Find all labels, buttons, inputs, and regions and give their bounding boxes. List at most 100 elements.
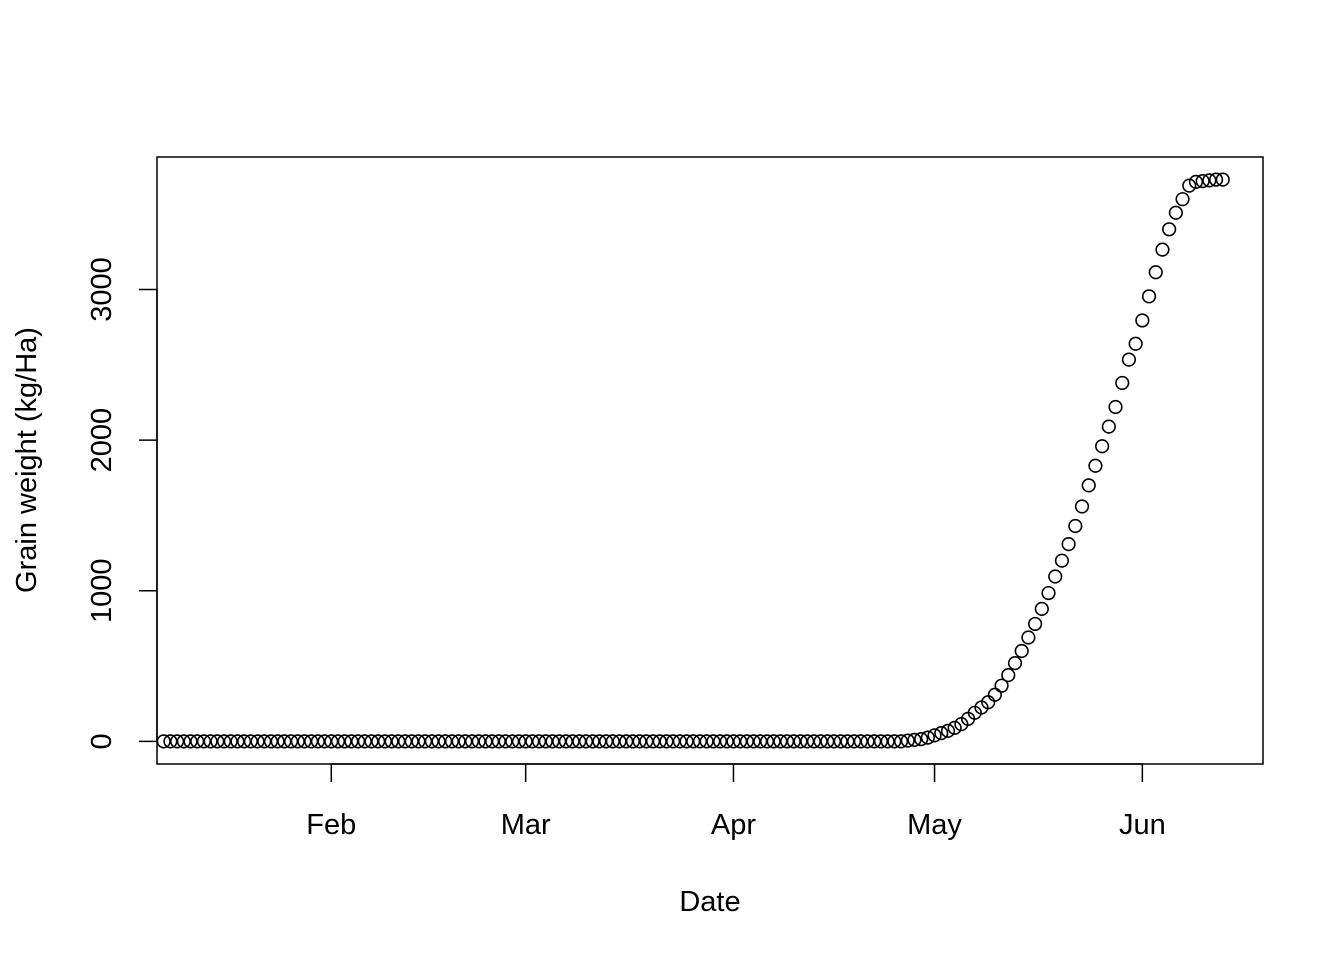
data-point (464, 734, 480, 749)
data-point (572, 734, 587, 749)
data-point (1115, 375, 1130, 391)
data-point (203, 734, 218, 749)
data-point (1034, 601, 1049, 616)
data-point (451, 734, 466, 749)
data-point (612, 734, 627, 749)
data-point (283, 734, 299, 749)
data-point (920, 730, 935, 745)
data-point (887, 734, 902, 749)
data-point (605, 734, 620, 749)
x-tick-label: Jun (1119, 809, 1166, 841)
data-point (847, 734, 862, 749)
x-tick-label: May (907, 809, 962, 841)
data-point (840, 734, 855, 749)
data-point (431, 734, 446, 749)
data-point (404, 734, 419, 749)
data-point (243, 734, 258, 749)
data-point (860, 734, 875, 749)
data-point (833, 734, 848, 749)
data-point (927, 728, 942, 743)
data-point (1108, 399, 1123, 415)
data-point (350, 734, 366, 749)
data-point (1001, 668, 1016, 683)
data-point (900, 733, 915, 748)
data-point (230, 734, 245, 749)
data-point (538, 734, 553, 749)
data-point (779, 734, 795, 749)
data-point (914, 732, 929, 747)
data-point (525, 734, 540, 749)
data-point (994, 678, 1009, 693)
data-point (1182, 178, 1197, 193)
data-point (592, 734, 607, 749)
data-point (478, 734, 493, 749)
data-point (699, 734, 714, 749)
data-point (156, 734, 171, 749)
data-point (357, 734, 372, 749)
data-point (190, 734, 205, 749)
data-point (458, 734, 473, 749)
data-point (317, 734, 332, 749)
data-point (753, 734, 768, 749)
y-axis: 0 1000 2000 3000 (86, 257, 158, 749)
data-point (692, 734, 708, 749)
data-point (1168, 205, 1183, 220)
data-point (418, 734, 433, 749)
data-point (1007, 655, 1023, 671)
y-tick-label: 3000 (86, 257, 118, 322)
y-tick-label: 2000 (86, 408, 118, 473)
data-point (1101, 419, 1116, 434)
data-point (766, 734, 781, 749)
y-tick-label: 1000 (86, 559, 118, 624)
data-point (552, 734, 567, 749)
data-point (853, 734, 868, 749)
x-tick-label: Mar (501, 809, 551, 841)
data-point (652, 734, 667, 749)
data-point (1155, 242, 1170, 257)
data-point (518, 734, 533, 749)
data-point (377, 734, 393, 749)
x-tick-label: Feb (306, 809, 356, 841)
data-point (746, 734, 761, 749)
data-point (444, 734, 460, 749)
data-point (1095, 439, 1110, 454)
data-point (1202, 173, 1217, 188)
data-point (619, 734, 634, 749)
data-point (987, 687, 1002, 702)
data-point (471, 734, 486, 749)
data-point (531, 734, 547, 749)
data-point (1175, 192, 1190, 207)
data-point (1068, 518, 1083, 534)
data-point (893, 734, 909, 749)
data-point (934, 726, 949, 741)
data-point (793, 734, 808, 749)
data-point (297, 734, 312, 749)
data-point (391, 734, 406, 749)
data-point (907, 732, 922, 748)
data-point (196, 734, 212, 749)
data-point (1135, 313, 1150, 328)
data-point (277, 734, 292, 749)
data-point (1081, 478, 1096, 493)
data-point (1148, 265, 1163, 280)
data-point (1121, 352, 1137, 367)
data-point (1128, 336, 1143, 351)
data-point (786, 734, 801, 749)
data-point (411, 734, 426, 749)
data-point (1074, 499, 1090, 514)
x-tick-label: Apr (711, 809, 756, 841)
data-point (485, 734, 500, 749)
data-point (1061, 536, 1076, 552)
data-point (210, 734, 225, 749)
x-axis-label: Date (679, 886, 740, 918)
data-point (330, 734, 346, 749)
data-point (1021, 630, 1036, 645)
data-point (1162, 222, 1177, 237)
data-point (1088, 458, 1103, 473)
data-point (1141, 289, 1157, 304)
data-point (659, 734, 674, 749)
data-point (639, 734, 654, 749)
data-point (867, 734, 882, 749)
data-point (384, 734, 399, 749)
